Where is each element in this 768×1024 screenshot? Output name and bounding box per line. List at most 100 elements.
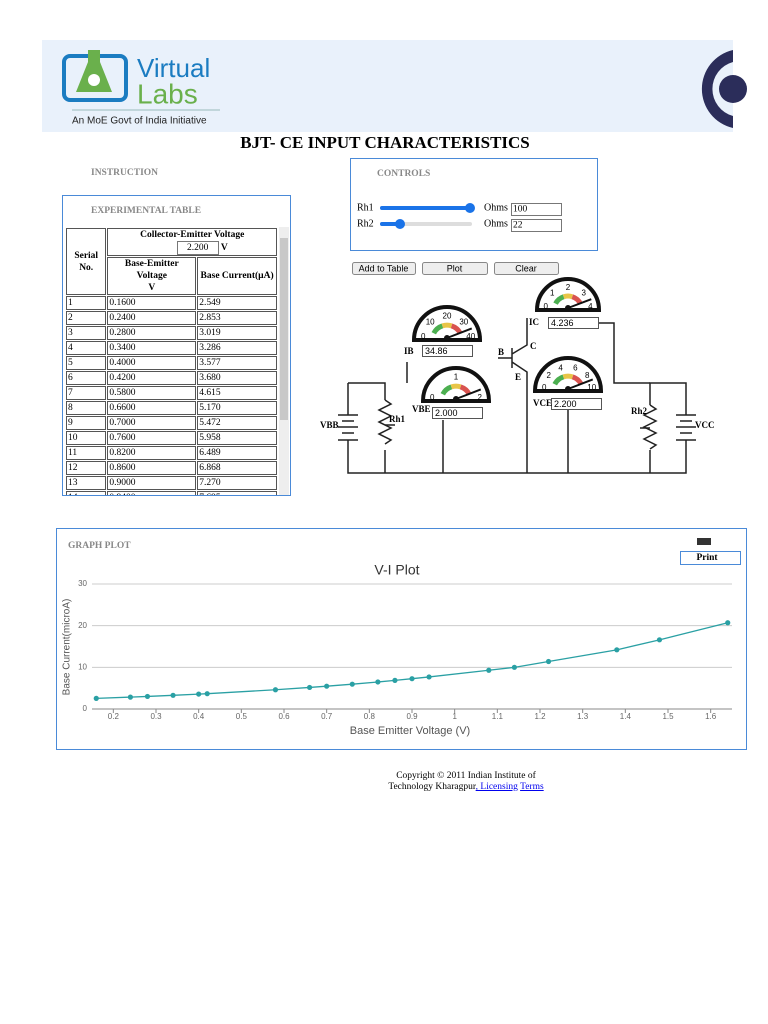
- table-box: [62, 195, 291, 496]
- table-body: 1 0.1600 2.549 2 0.2400 2.853 3 0.2800 3.019 4 0.3…: [66, 296, 277, 495]
- meter-value: 2.000: [435, 408, 458, 418]
- meter-zone: [562, 373, 574, 380]
- meter-zone: [441, 322, 453, 329]
- column-group-header: Collector-Emitter Voltage 2.200 V: [107, 228, 277, 256]
- table-row: 3 0.2800 3.019: [66, 326, 277, 340]
- table-cell: 11: [66, 446, 107, 460]
- table-row: 140.94007.695: [66, 491, 277, 495]
- button-label[interactable]: Clear: [515, 263, 537, 273]
- meter-scale: 10: [587, 383, 596, 392]
- table-row: 4 0.3400 3.286: [66, 341, 277, 355]
- table-cell: 0.7600: [107, 431, 197, 445]
- ohms-value[interactable]: 22: [513, 221, 523, 231]
- column-header: Serial No.: [66, 228, 107, 295]
- instruction-tab[interactable]: INSTRUCTION: [91, 168, 158, 178]
- point: [204, 691, 210, 697]
- x-tick-label: 0.8: [364, 712, 376, 721]
- x-tick-label: 1.6: [705, 712, 717, 721]
- column-header: Collector-Emitter Voltage: [140, 230, 245, 240]
- controls-box: [350, 158, 598, 251]
- table-cell: 0.1600: [107, 296, 197, 310]
- logo-flask: [76, 50, 112, 92]
- slider-thumb[interactable]: [465, 203, 475, 213]
- link[interactable]: , Licensing: [475, 782, 518, 792]
- table-cell: 1: [66, 296, 107, 310]
- button[interactable]: [422, 262, 488, 275]
- footer-text: Technology Kharagpur, Licensing Terms: [300, 782, 632, 793]
- ohms-value[interactable]: 100: [513, 205, 528, 215]
- x-tick-label: 0.3: [150, 712, 162, 721]
- button[interactable]: [494, 262, 559, 275]
- meter-zone: [552, 374, 565, 386]
- meter-label: IC: [529, 317, 539, 327]
- unit: Ohms: [484, 218, 508, 229]
- point: [392, 677, 398, 683]
- print-button[interactable]: [680, 551, 741, 565]
- x-tick-label: 1.5: [662, 712, 674, 721]
- point: [725, 620, 731, 626]
- ohms-input[interactable]: [511, 219, 562, 232]
- table-cell: 0.2800: [107, 326, 197, 340]
- table-row: 1 0.1600 2.549: [66, 296, 277, 310]
- scroll-thumb[interactable]: [280, 238, 288, 420]
- slider-fill[interactable]: [380, 222, 400, 226]
- meter-scale: 8: [585, 371, 590, 380]
- button[interactable]: [352, 262, 416, 275]
- table-cell: 6.868: [197, 461, 277, 475]
- meter-needle: [446, 327, 473, 339]
- table-row: 10 0.7600 5.958: [66, 431, 277, 445]
- table-cell: 5.958: [197, 431, 277, 445]
- table-cell: 0.6600: [107, 401, 197, 415]
- table-cell: 5.170: [197, 401, 277, 415]
- footer-text: Technology Kharagpur: [388, 782, 476, 792]
- meter-zone: [450, 383, 462, 390]
- table-cell: 4: [66, 341, 107, 355]
- meter-zone: [553, 294, 565, 306]
- meter-display: [432, 407, 483, 419]
- point: [170, 692, 176, 698]
- table-cell: 0.3400: [107, 341, 197, 355]
- point: [486, 667, 492, 673]
- meter-pivot: [565, 305, 571, 311]
- table-cell: 5: [66, 356, 107, 370]
- chart-title: V-I Plot: [374, 562, 419, 578]
- page-title: BJT- CE INPUT CHARACTERISTICS: [240, 133, 530, 152]
- table-title: EXPERIMENTAL TABLE: [91, 206, 201, 216]
- vce-input[interactable]: 2.200: [176, 241, 219, 255]
- circuit-wires: [338, 318, 696, 474]
- circuit-label: Rh1: [389, 414, 406, 424]
- print-label[interactable]: Print: [696, 553, 718, 563]
- slider-fill[interactable]: [380, 206, 470, 210]
- table-cell: 0.9000: [107, 476, 197, 490]
- table-cell: 8: [66, 401, 107, 415]
- meter-scale: 40: [466, 332, 475, 341]
- column-header: Base-Emitter Voltage: [124, 259, 179, 281]
- button-label[interactable]: Add to Table: [359, 263, 409, 273]
- footer-text: Copyright © 2011 Indian Institute of: [396, 771, 536, 781]
- slider-thumb[interactable]: [395, 219, 405, 229]
- link[interactable]: Terms: [520, 782, 544, 792]
- point: [409, 676, 415, 682]
- header-band: [42, 40, 733, 132]
- meter-scale: 2: [566, 283, 571, 292]
- y-tick-label: 0: [83, 704, 88, 713]
- meter-label: IB: [404, 346, 414, 356]
- meter-pivot: [565, 386, 571, 392]
- meter-value: 34.86: [425, 346, 448, 356]
- meter-value: 2.200: [554, 399, 577, 409]
- meter-display: [551, 398, 602, 410]
- ohms-input[interactable]: [511, 203, 562, 216]
- x-tick-label: 1.3: [577, 712, 589, 721]
- meter-scale: 2: [478, 393, 483, 402]
- meter-scale: 0: [430, 393, 435, 402]
- meter-scale: 30: [459, 317, 468, 326]
- x-tick-label: 1.2: [534, 712, 546, 721]
- button-label[interactable]: Plot: [447, 263, 463, 273]
- table-cell: 2: [66, 311, 107, 325]
- meter-scale: 4: [588, 302, 593, 311]
- print-icon[interactable]: [697, 538, 711, 545]
- point: [144, 693, 151, 700]
- point: [272, 687, 279, 693]
- meter-pivot: [453, 396, 459, 402]
- table-cell: 7.270: [197, 476, 277, 490]
